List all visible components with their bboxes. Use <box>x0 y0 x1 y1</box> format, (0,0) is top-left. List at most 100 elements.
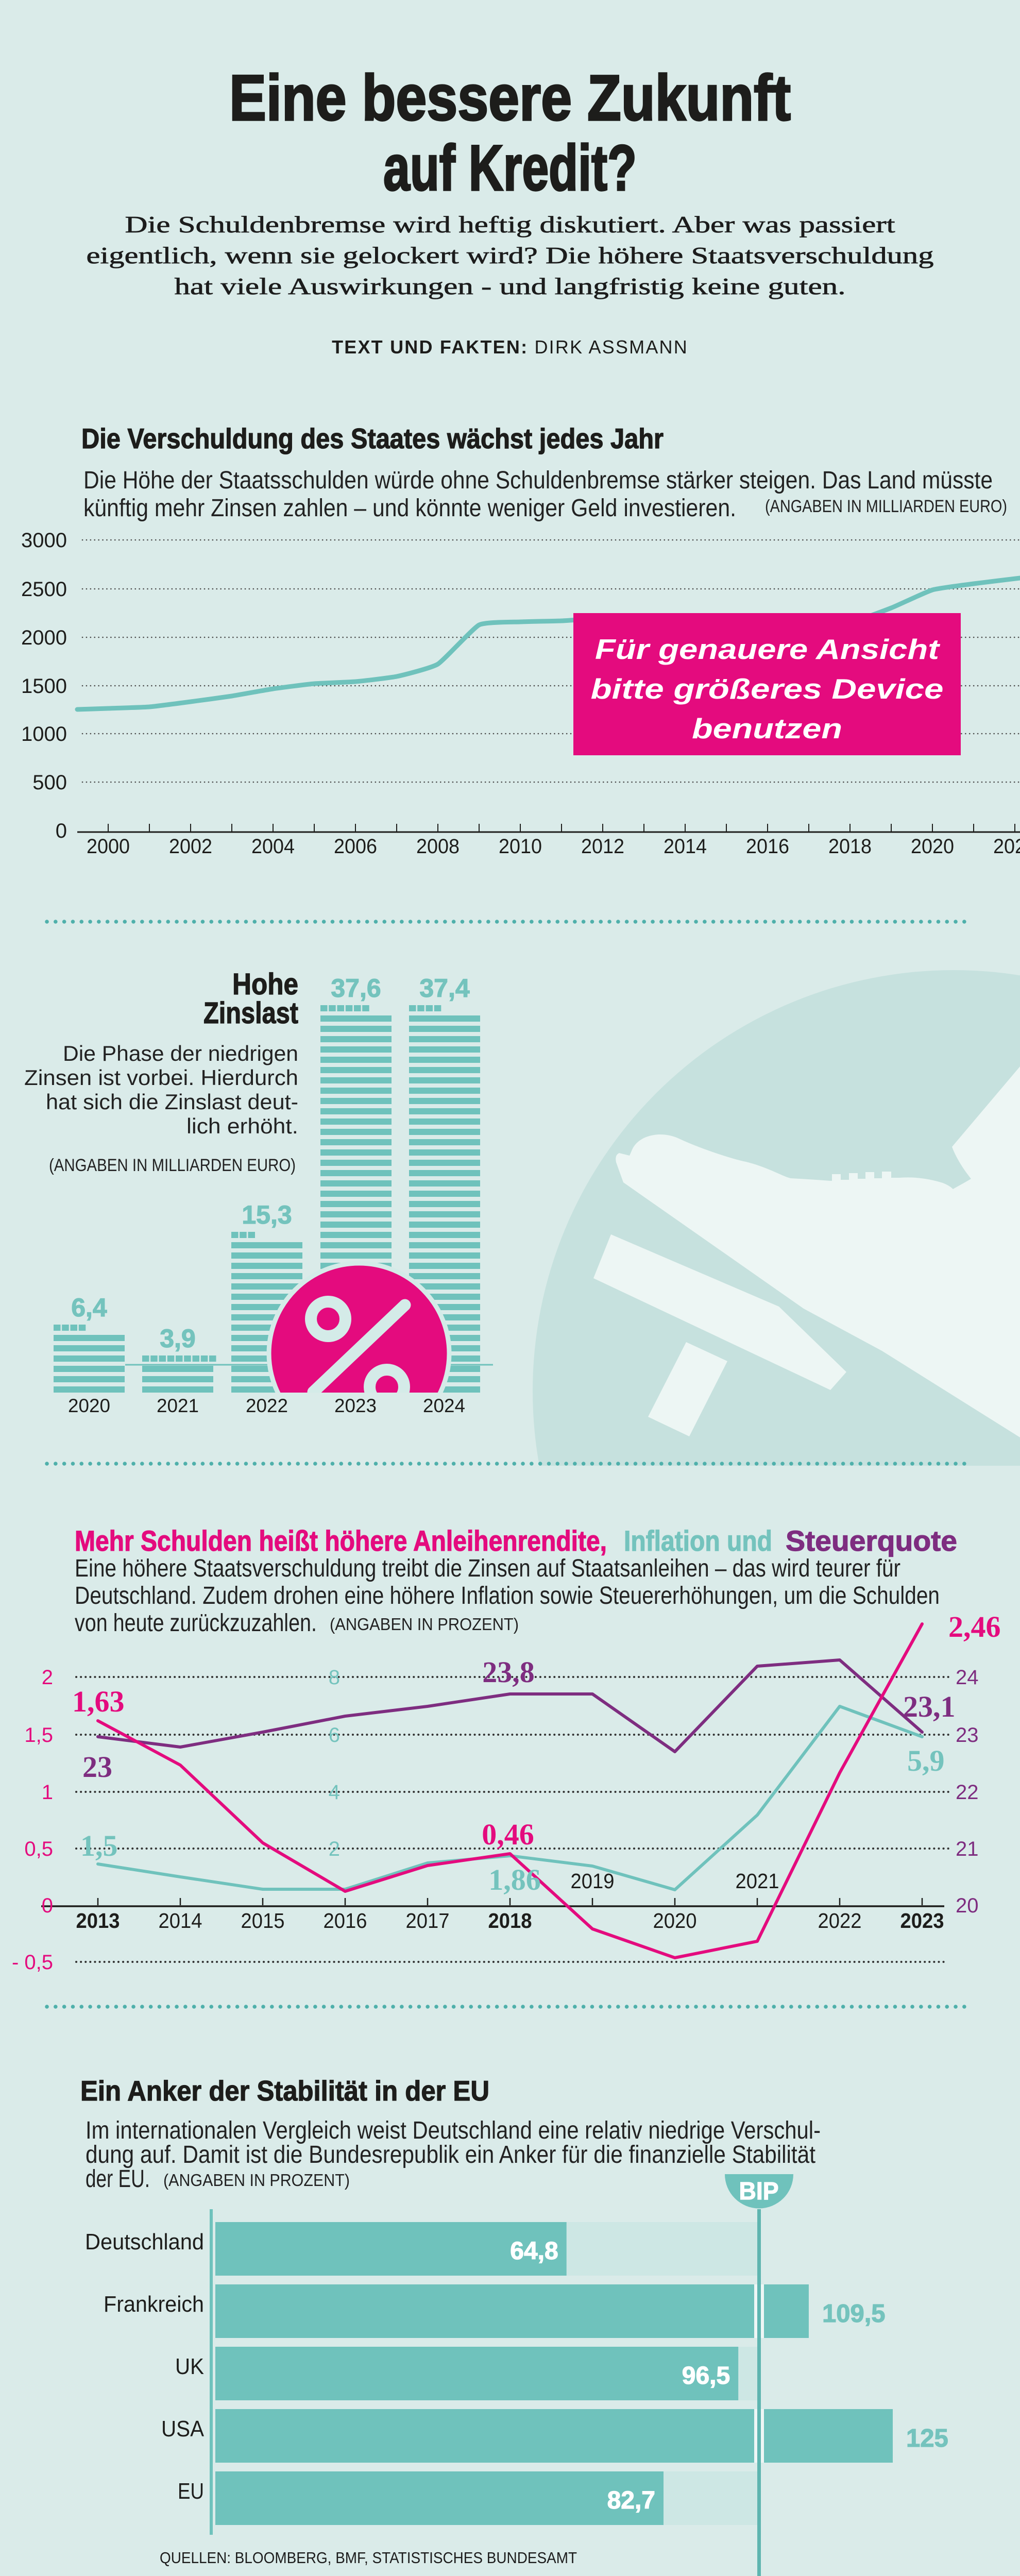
svg-text:8: 8 <box>329 1666 340 1689</box>
svg-text:2002: 2002 <box>169 835 212 858</box>
svg-text:2010: 2010 <box>499 835 542 858</box>
svg-text:0: 0 <box>42 1894 53 1917</box>
svg-text:1,63: 1,63 <box>72 1685 125 1718</box>
svg-text:2022: 2022 <box>246 1395 288 1416</box>
svg-text:2016: 2016 <box>324 1909 367 1933</box>
svg-text:1000: 1000 <box>21 723 67 745</box>
svg-text:2004: 2004 <box>251 835 295 858</box>
svg-text:QUELLEN: BLOOMBERG, BMF, STATI: QUELLEN: BLOOMBERG, BMF, STATISTISCHES B… <box>160 2549 577 2567</box>
svg-text:Für genauere Ansicht: Für genauere Ansicht <box>595 633 941 665</box>
svg-text:0,5: 0,5 <box>24 1838 53 1860</box>
svg-text:auf Kredit?: auf Kredit? <box>383 132 637 204</box>
svg-text:2019: 2019 <box>571 1869 615 1893</box>
svg-text:2022: 2022 <box>993 835 1020 858</box>
svg-text:künftig mehr Zinsen zahlen – u: künftig mehr Zinsen zahlen – und könnte … <box>83 495 736 522</box>
svg-text:2013: 2013 <box>76 1909 120 1933</box>
svg-text:2020: 2020 <box>653 1909 697 1933</box>
svg-text:2016: 2016 <box>746 835 789 858</box>
svg-text:2,46: 2,46 <box>948 1610 1001 1643</box>
svg-text:2008: 2008 <box>416 835 460 858</box>
svg-text:23: 23 <box>82 1750 112 1784</box>
svg-text:Hohe: Hohe <box>232 968 298 1001</box>
svg-text:1,5: 1,5 <box>80 1829 118 1862</box>
svg-text:0,46: 0,46 <box>482 1818 534 1851</box>
svg-text:109,5: 109,5 <box>822 2300 886 2328</box>
svg-text:UK: UK <box>175 2354 204 2379</box>
svg-text:eigentlich, wenn sie gelockert: eigentlich, wenn sie gelockert wird? Die… <box>87 242 934 268</box>
svg-text:Eine bessere Zukunft: Eine bessere Zukunft <box>229 62 791 134</box>
svg-text:2000: 2000 <box>87 835 130 858</box>
svg-text:125: 125 <box>906 2425 948 2452</box>
svg-text:2017: 2017 <box>406 1909 450 1933</box>
svg-text:2006: 2006 <box>334 835 377 858</box>
svg-text:1,86: 1,86 <box>488 1863 541 1896</box>
svg-text:Frankreich: Frankreich <box>104 2292 204 2317</box>
svg-text:(ANGABEN IN PROZENT): (ANGABEN IN PROZENT) <box>163 2171 350 2190</box>
svg-text:der EU.: der EU. <box>86 2165 150 2193</box>
svg-text:(ANGABEN IN MILLIARDEN EURO): (ANGABEN IN MILLIARDEN EURO) <box>49 1156 296 1175</box>
svg-text:82,7: 82,7 <box>607 2487 655 2514</box>
svg-text:6: 6 <box>329 1724 340 1747</box>
svg-text:- 0,5: - 0,5 <box>12 1951 53 1974</box>
svg-text:BIP: BIP <box>739 2178 779 2205</box>
svg-text:Die Schuldenbremse wird heftig: Die Schuldenbremse wird heftig diskutier… <box>125 211 895 238</box>
svg-text:Die Phase der niedrigen: Die Phase der niedrigen <box>63 1041 298 1065</box>
svg-text:Ein Anker der Stabilität in de: Ein Anker der Stabilität in der EU <box>80 2075 489 2107</box>
svg-text:0: 0 <box>56 820 67 842</box>
svg-text:Zinslast: Zinslast <box>203 996 298 1030</box>
svg-text:2018: 2018 <box>828 835 872 858</box>
svg-text:64,8: 64,8 <box>510 2238 558 2265</box>
svg-text:37,4: 37,4 <box>419 974 470 1003</box>
svg-text:Deutschland: Deutschland <box>85 2229 204 2255</box>
svg-text:4: 4 <box>329 1781 340 1804</box>
svg-text:2012: 2012 <box>581 835 624 858</box>
svg-text:3,9: 3,9 <box>160 1324 196 1353</box>
svg-text:EU: EU <box>178 2479 204 2504</box>
svg-text:2015: 2015 <box>241 1909 285 1933</box>
svg-text:2018: 2018 <box>488 1909 532 1933</box>
svg-text:5,9: 5,9 <box>907 1744 945 1777</box>
svg-text:2020: 2020 <box>68 1395 110 1416</box>
svg-text:1500: 1500 <box>21 675 67 698</box>
svg-text:hat viele Auswirkungen - und l: hat viele Auswirkungen - und langfristig… <box>175 273 846 299</box>
svg-text:2023: 2023 <box>334 1395 377 1416</box>
svg-text:2022: 2022 <box>818 1909 862 1933</box>
svg-text:TEXT UND FAKTEN: DIRK ASSMANN: TEXT UND FAKTEN: DIRK ASSMANN <box>332 336 688 358</box>
svg-text:Deutschland. Zudem drohen eine: Deutschland. Zudem drohen eine höhere In… <box>75 1582 940 1609</box>
svg-text:22: 22 <box>956 1781 979 1804</box>
svg-text:2014: 2014 <box>159 1909 202 1933</box>
svg-text:23,1: 23,1 <box>903 1690 956 1723</box>
svg-text:von heute zurückzuzahlen.: von heute zurückzuzahlen. <box>75 1609 317 1637</box>
svg-text:hat sich die Zinslast deut-: hat sich die Zinslast deut- <box>46 1090 298 1114</box>
svg-text:Die Verschuldung des Staates w: Die Verschuldung des Staates wächst jede… <box>81 422 664 454</box>
svg-text:37,6: 37,6 <box>331 974 381 1003</box>
svg-text:Eine höhere Staatsverschuldung: Eine höhere Staatsverschuldung treibt di… <box>75 1555 900 1582</box>
svg-text:Steuerquote: Steuerquote <box>786 1524 957 1557</box>
svg-text:Mehr Schulden heißt höhere Anl: Mehr Schulden heißt höhere Anleihenrendi… <box>75 1524 607 1557</box>
svg-text:96,5: 96,5 <box>682 2362 730 2389</box>
svg-text:bitte größeres Device: bitte größeres Device <box>591 673 944 705</box>
svg-text:2020: 2020 <box>911 835 954 858</box>
svg-text:2021: 2021 <box>157 1395 199 1416</box>
svg-text:(ANGABEN IN PROZENT): (ANGABEN IN PROZENT) <box>330 1615 519 1634</box>
svg-text:24: 24 <box>956 1666 979 1689</box>
svg-text:2023: 2023 <box>900 1909 944 1933</box>
svg-text:21: 21 <box>956 1838 979 1860</box>
svg-text:benutzen: benutzen <box>692 713 842 744</box>
svg-text:2024: 2024 <box>423 1395 465 1416</box>
svg-text:Zinsen ist vorbei. Hierdurch: Zinsen ist vorbei. Hierdurch <box>24 1065 298 1090</box>
svg-text:15,3: 15,3 <box>242 1200 292 1229</box>
svg-text:Inflation und: Inflation und <box>624 1524 772 1557</box>
svg-text:dung auf. Damit ist die Bundes: dung auf. Damit ist die Bundesrepublik e… <box>86 2141 815 2168</box>
svg-text:lich erhöht.: lich erhöht. <box>186 1114 298 1138</box>
svg-text:2: 2 <box>42 1666 53 1689</box>
svg-text:2014: 2014 <box>664 835 707 858</box>
svg-text:2000: 2000 <box>21 626 67 649</box>
svg-text:Die Höhe der Staatsschulden wü: Die Höhe der Staatsschulden würde ohne S… <box>83 467 993 494</box>
svg-text:23: 23 <box>956 1724 979 1747</box>
svg-text:3000: 3000 <box>21 529 67 552</box>
svg-text:20: 20 <box>956 1894 979 1917</box>
svg-text:(ANGABEN IN MILLIARDEN EURO): (ANGABEN IN MILLIARDEN EURO) <box>765 497 1007 516</box>
svg-text:2021: 2021 <box>736 1869 779 1893</box>
svg-text:6,4: 6,4 <box>71 1293 107 1322</box>
